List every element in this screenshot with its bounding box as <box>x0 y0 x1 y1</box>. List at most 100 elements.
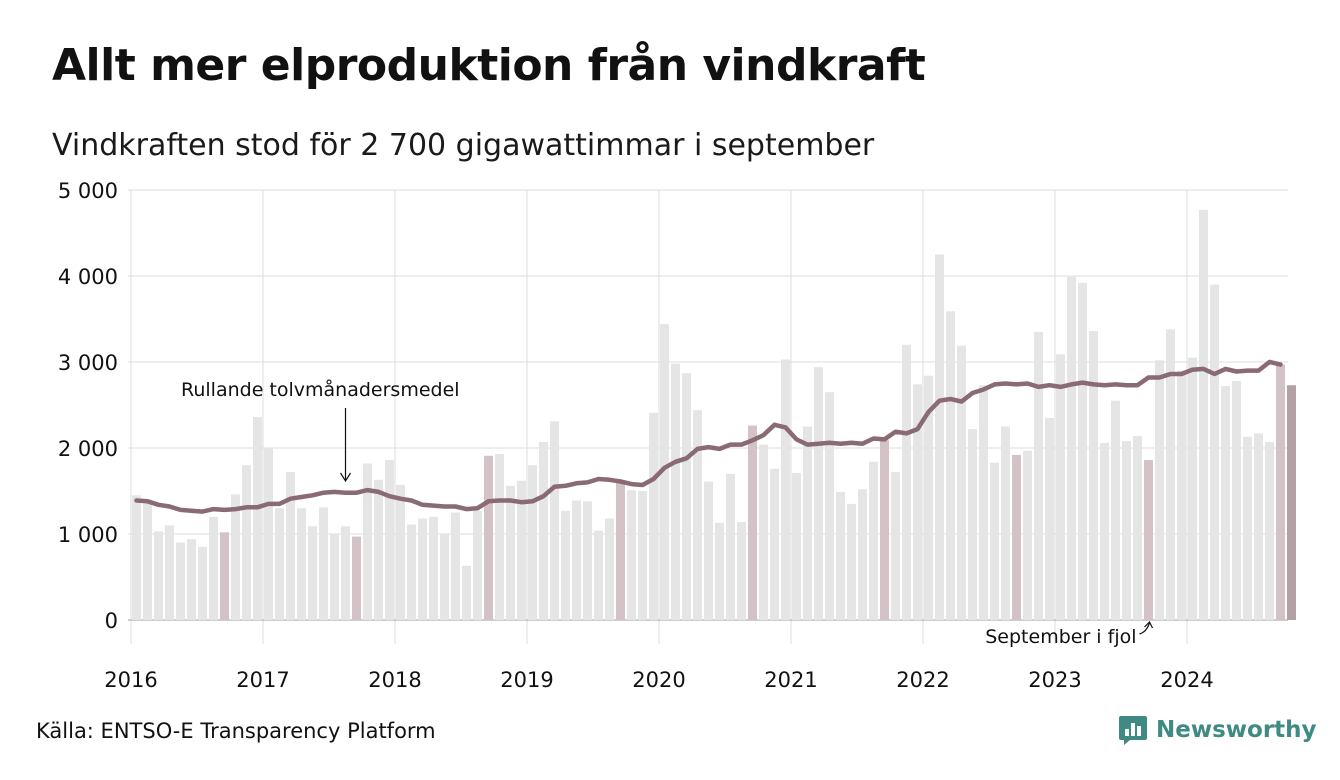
bar <box>1232 380 1241 620</box>
bar <box>319 507 328 620</box>
bar <box>1089 331 1098 620</box>
bar <box>473 510 482 620</box>
bar <box>253 417 262 620</box>
bar <box>957 345 966 620</box>
bar <box>715 522 724 620</box>
y-tick-label: 4 000 <box>58 265 118 289</box>
bar <box>297 508 306 620</box>
bar <box>209 516 218 620</box>
bar <box>759 444 768 620</box>
y-tick-label: 3 000 <box>58 351 118 375</box>
bar <box>1276 364 1285 620</box>
chart-subtitle: Vindkraften stod för 2 700 gigawattimmar… <box>52 128 875 163</box>
bar <box>1012 454 1021 620</box>
bar <box>132 495 141 620</box>
bar <box>1199 209 1208 620</box>
bar <box>1287 385 1296 620</box>
bar <box>242 465 251 620</box>
bar <box>396 484 405 620</box>
bar <box>726 473 735 620</box>
bar <box>946 311 955 620</box>
bar <box>418 518 427 620</box>
bar <box>1034 331 1043 620</box>
x-tick-label: 2020 <box>632 668 685 692</box>
bar <box>484 455 493 620</box>
bar <box>363 463 372 620</box>
y-tick-label: 5 000 <box>58 179 118 203</box>
bar <box>693 410 702 620</box>
bar <box>231 494 240 620</box>
bar <box>1067 276 1076 620</box>
bar <box>198 546 207 620</box>
bar <box>1133 435 1142 620</box>
bar <box>594 530 603 620</box>
bar <box>176 542 185 620</box>
bar-chart-speech-icon <box>1119 716 1147 745</box>
bar <box>506 485 515 620</box>
bar <box>275 508 284 620</box>
bar <box>341 526 350 620</box>
bar <box>704 481 713 620</box>
x-tick-label: 2024 <box>1160 668 1213 692</box>
bar <box>869 461 878 620</box>
bar <box>616 482 625 620</box>
bar <box>1243 436 1252 620</box>
bar <box>1122 441 1131 620</box>
bar <box>1210 284 1219 620</box>
y-tick-label: 2 000 <box>58 437 118 461</box>
y-tick-label: 0 <box>105 609 118 633</box>
rolling-average-line <box>134 359 1283 514</box>
bar <box>748 425 757 620</box>
bar <box>902 344 911 620</box>
bar <box>649 412 658 620</box>
bar <box>880 440 889 620</box>
x-tick-label: 2016 <box>104 668 157 692</box>
bar <box>792 472 801 620</box>
bar <box>286 472 295 620</box>
bar <box>539 441 548 620</box>
bar <box>858 489 867 620</box>
bar <box>495 454 504 620</box>
bar <box>737 521 746 620</box>
bar <box>1078 282 1087 620</box>
bar <box>407 524 416 620</box>
bar <box>528 465 537 620</box>
bar <box>1221 386 1230 620</box>
bar <box>627 490 636 620</box>
bar <box>935 254 944 620</box>
bar <box>264 448 273 620</box>
bar <box>330 534 339 620</box>
x-tick-label: 2018 <box>368 668 421 692</box>
bar <box>1177 370 1186 620</box>
bar <box>968 429 977 620</box>
bar <box>550 421 559 620</box>
bar <box>814 367 823 620</box>
bar <box>352 536 361 620</box>
bar <box>770 468 779 620</box>
bar <box>803 426 812 620</box>
bar <box>220 532 229 620</box>
bar <box>1144 460 1153 620</box>
x-tick-label: 2017 <box>236 668 289 692</box>
bar <box>781 359 790 620</box>
x-tick-label: 2023 <box>1028 668 1081 692</box>
bar <box>308 526 317 620</box>
bar <box>385 460 394 620</box>
bar <box>462 565 471 620</box>
bar <box>165 525 174 620</box>
bar <box>836 491 845 620</box>
bar <box>1056 354 1065 620</box>
bar <box>1254 433 1263 620</box>
annotation-arrowhead <box>339 472 352 483</box>
bar <box>1045 417 1054 620</box>
brand-name: Newsworthy <box>1156 717 1317 743</box>
bar <box>990 462 999 620</box>
bar <box>1023 450 1032 620</box>
bar <box>1001 426 1010 620</box>
chart-title: Allt mer elproduktion från vindkraft <box>52 40 926 91</box>
bar <box>605 518 614 620</box>
bar <box>1188 357 1197 620</box>
bar <box>561 510 570 620</box>
bar <box>440 534 449 620</box>
